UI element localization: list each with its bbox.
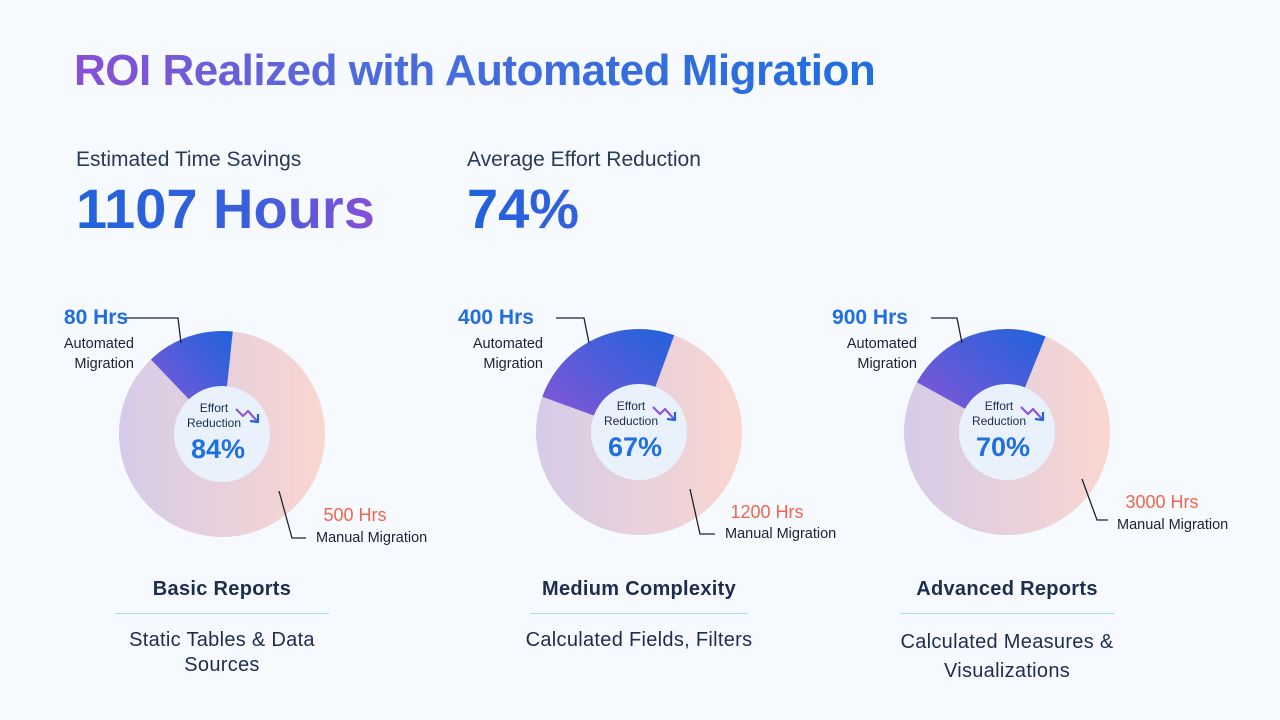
donut-center <box>174 386 270 482</box>
automated-value-label: 80 Hrs <box>64 306 128 329</box>
automated-series-label: Migration <box>857 356 917 372</box>
panel-divider <box>115 613 329 614</box>
automated-series-label: Automated <box>64 336 134 352</box>
center-value: 67% <box>608 432 662 462</box>
manual-value-label: 500 Hrs <box>323 505 386 525</box>
automated-series-label: Migration <box>483 356 543 372</box>
panel-medium-complexity: Medium Complexity Calculated Fields, Fil… <box>476 578 802 653</box>
panel-description: Static Tables & Data Sources <box>129 629 315 676</box>
panel-title: Advanced Reports <box>916 578 1098 600</box>
center-label-line: Effort <box>200 401 229 415</box>
trend-down-icon <box>235 408 260 424</box>
manual-series-label: Manual Migration <box>316 530 427 546</box>
automated-series-label: Automated <box>473 336 543 352</box>
panel-advanced-reports: Advanced Reports Calculated Measures & V… <box>872 578 1142 686</box>
automated-value-label: 900 Hrs <box>832 306 908 329</box>
center-label-line: Reduction <box>187 416 241 430</box>
leader-line <box>931 317 963 344</box>
panel-title: Medium Complexity <box>541 578 737 600</box>
automated-value-label: 400 Hrs <box>458 306 534 329</box>
page-title: ROI Realized with Automated Migration <box>74 46 876 95</box>
leader-line <box>119 317 182 344</box>
center-label-line: Reduction <box>972 414 1026 428</box>
kpi-label: Estimated Time Savings <box>76 148 302 171</box>
panel-title: Basic Reports <box>152 578 292 600</box>
automated-series-label: Automated <box>847 336 917 352</box>
manual-series-label: Manual Migration <box>1117 517 1228 533</box>
center-value: 70% <box>976 432 1030 462</box>
donut-center <box>959 384 1055 480</box>
leader-line <box>556 317 590 344</box>
manual-value-label: 1200 Hrs <box>730 502 803 522</box>
manual-series-label: Manual Migration <box>725 526 836 542</box>
trend-down-icon <box>1020 406 1045 422</box>
panel-description: Calculated Measures & Visualizations <box>900 631 1114 682</box>
center-value: 84% <box>191 434 245 464</box>
kpi-label: Average Effort Reduction <box>467 148 701 171</box>
panel-divider <box>900 613 1114 614</box>
leader-line <box>1081 478 1108 521</box>
panel-description: Calculated Fields, Filters <box>525 629 753 651</box>
automated-series-label: Migration <box>74 356 134 372</box>
donut-center <box>591 384 687 480</box>
manual-value-label: 3000 Hrs <box>1125 492 1198 512</box>
kpi-time-savings: Estimated Time Savings 1107 Hours <box>76 148 375 240</box>
center-label-line: Reduction <box>604 414 658 428</box>
center-label-line: Effort <box>985 399 1014 413</box>
panel-divider <box>530 613 748 614</box>
kpi-effort-reduction: Average Effort Reduction 74% <box>467 148 701 240</box>
center-label-line: Effort <box>617 399 646 413</box>
leader-line <box>278 490 306 539</box>
trend-down-icon <box>652 406 677 422</box>
panel-basic-reports: Basic Reports Static Tables & Data Sourc… <box>92 578 352 678</box>
leader-line <box>689 488 715 535</box>
kpi-value: 74% <box>467 178 701 240</box>
kpi-value: 1107 Hours <box>76 177 375 240</box>
